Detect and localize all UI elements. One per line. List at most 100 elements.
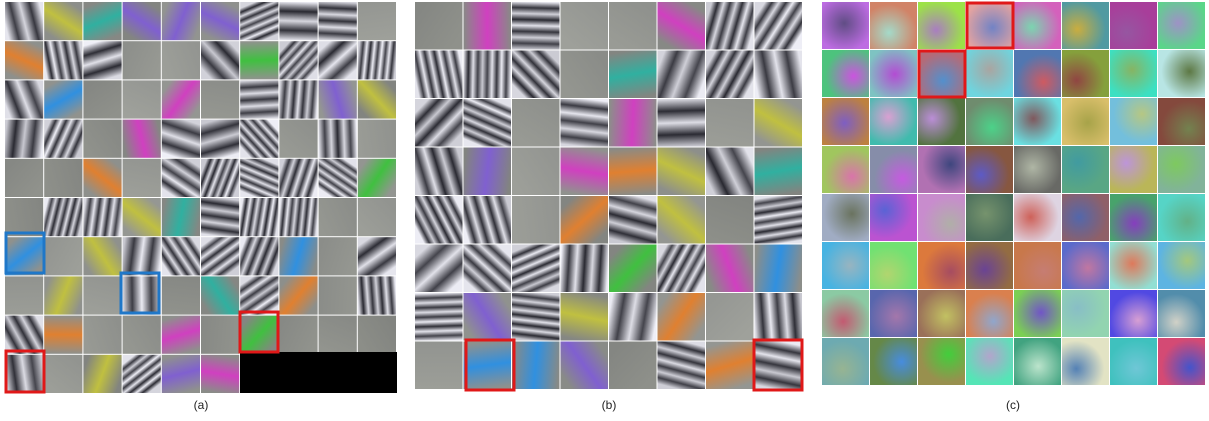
filter-tile (44, 120, 82, 158)
filter-tile (464, 99, 512, 147)
filter-tile (358, 2, 396, 40)
filter-tile (123, 159, 161, 197)
filter-tile (319, 159, 357, 197)
filter-tile (966, 290, 1013, 337)
filter-tile (1062, 2, 1109, 49)
filter-tile (44, 198, 82, 236)
filter-tile (464, 2, 512, 50)
filter-tile (319, 237, 357, 275)
panel-label: (c) (1006, 398, 1020, 412)
filter-tile (658, 245, 706, 293)
filter-tile (123, 316, 161, 354)
filter-tile (1014, 338, 1061, 385)
filter-tile (870, 2, 917, 49)
filter-tile (162, 355, 200, 393)
filter-tile (1014, 2, 1061, 49)
filter-tile (1110, 2, 1157, 49)
filter-tile (1014, 146, 1061, 193)
filter-tile (561, 148, 609, 196)
figure: (a) (b) (c) (0, 0, 1209, 416)
filter-tile (609, 2, 657, 50)
filter-tile (319, 41, 357, 79)
filter-tile (755, 148, 803, 196)
filter-tile (822, 338, 869, 385)
filter-tile (966, 2, 1013, 49)
filter-tile (512, 99, 560, 147)
filter-tile (201, 276, 239, 314)
filter-tile (123, 276, 161, 314)
filter-tile (1158, 338, 1205, 385)
filter-tile (755, 2, 803, 50)
filter-tile (358, 159, 396, 197)
filter-tile (512, 51, 560, 99)
filter-tile (918, 242, 965, 289)
filter-tile (83, 316, 121, 354)
filter-tile (512, 342, 560, 390)
panel-label: (b) (602, 398, 617, 412)
filter-tile (822, 194, 869, 241)
filter-tile (240, 198, 278, 236)
filter-tile (870, 194, 917, 241)
filter-tile (822, 2, 869, 49)
filter-tile (162, 159, 200, 197)
empty-area (240, 352, 397, 393)
filter-tile (561, 342, 609, 390)
filter-tile (162, 120, 200, 158)
filter-tile (464, 342, 512, 390)
filter-tile (658, 293, 706, 341)
filter-tile (5, 316, 43, 354)
filter-tile (319, 80, 357, 118)
filter-tile (1062, 338, 1109, 385)
filter-tile (706, 51, 754, 99)
filter-tile (464, 196, 512, 244)
filter-tile (240, 80, 278, 118)
filter-tile (123, 355, 161, 393)
filter-tile (123, 198, 161, 236)
filter-tile (415, 2, 463, 50)
filter-tile (512, 293, 560, 341)
filter-tile (966, 338, 1013, 385)
filter-tile (83, 80, 121, 118)
filter-tile (123, 237, 161, 275)
filter-tile (358, 120, 396, 158)
filter-tile (83, 237, 121, 275)
filter-tile (1014, 98, 1061, 145)
filter-tile (966, 146, 1013, 193)
filter-tile (44, 355, 82, 393)
filter-tile (561, 196, 609, 244)
filter-tile (1062, 50, 1109, 97)
filter-tile (918, 50, 965, 97)
filter-tile (319, 316, 357, 354)
filter-tile (1110, 290, 1157, 337)
filter-tile (358, 80, 396, 118)
filter-tile (561, 2, 609, 50)
filter-tile (162, 80, 200, 118)
filter-tile (918, 2, 965, 49)
filter-tile (201, 237, 239, 275)
filter-tile (966, 50, 1013, 97)
filter-tile (1158, 50, 1205, 97)
filter-tile (658, 342, 706, 390)
filter-tile (755, 342, 803, 390)
filter-tile (966, 194, 1013, 241)
filter-tile (755, 99, 803, 147)
filter-tile (44, 237, 82, 275)
filter-tile (5, 355, 43, 393)
filter-tile (609, 51, 657, 99)
filter-tile (240, 41, 278, 79)
filter-tile (706, 2, 754, 50)
filter-tile (822, 242, 869, 289)
filter-tile (240, 316, 278, 354)
filter-tile (5, 41, 43, 79)
filter-tile (1110, 146, 1157, 193)
filter-tile (822, 50, 869, 97)
filter-tile (822, 290, 869, 337)
filter-tile (918, 290, 965, 337)
filter-tile (162, 41, 200, 79)
filter-tile (358, 276, 396, 314)
filter-tile (1062, 194, 1109, 241)
filter-tile (609, 293, 657, 341)
filter-tile (918, 338, 965, 385)
filter-tile (1014, 194, 1061, 241)
filter-tiles (5, 2, 1205, 393)
